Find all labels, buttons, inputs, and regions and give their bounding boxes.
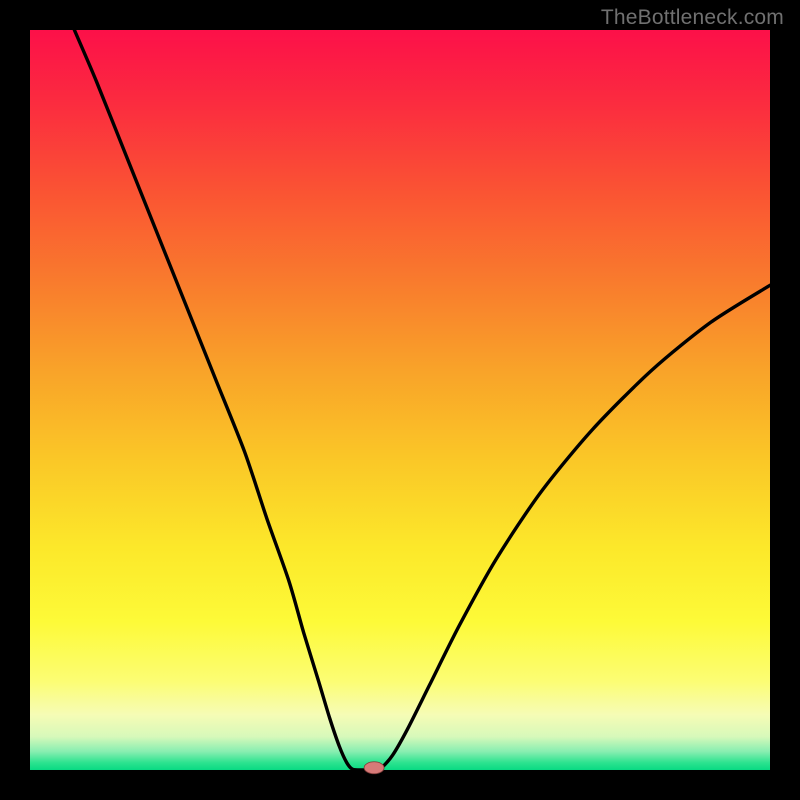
chart-container: TheBottleneck.com [0,0,800,800]
watermark-text: TheBottleneck.com [601,6,784,30]
bottleneck-chart [0,0,800,800]
chart-plot-bg [30,30,770,770]
optimal-point-marker [364,762,384,774]
